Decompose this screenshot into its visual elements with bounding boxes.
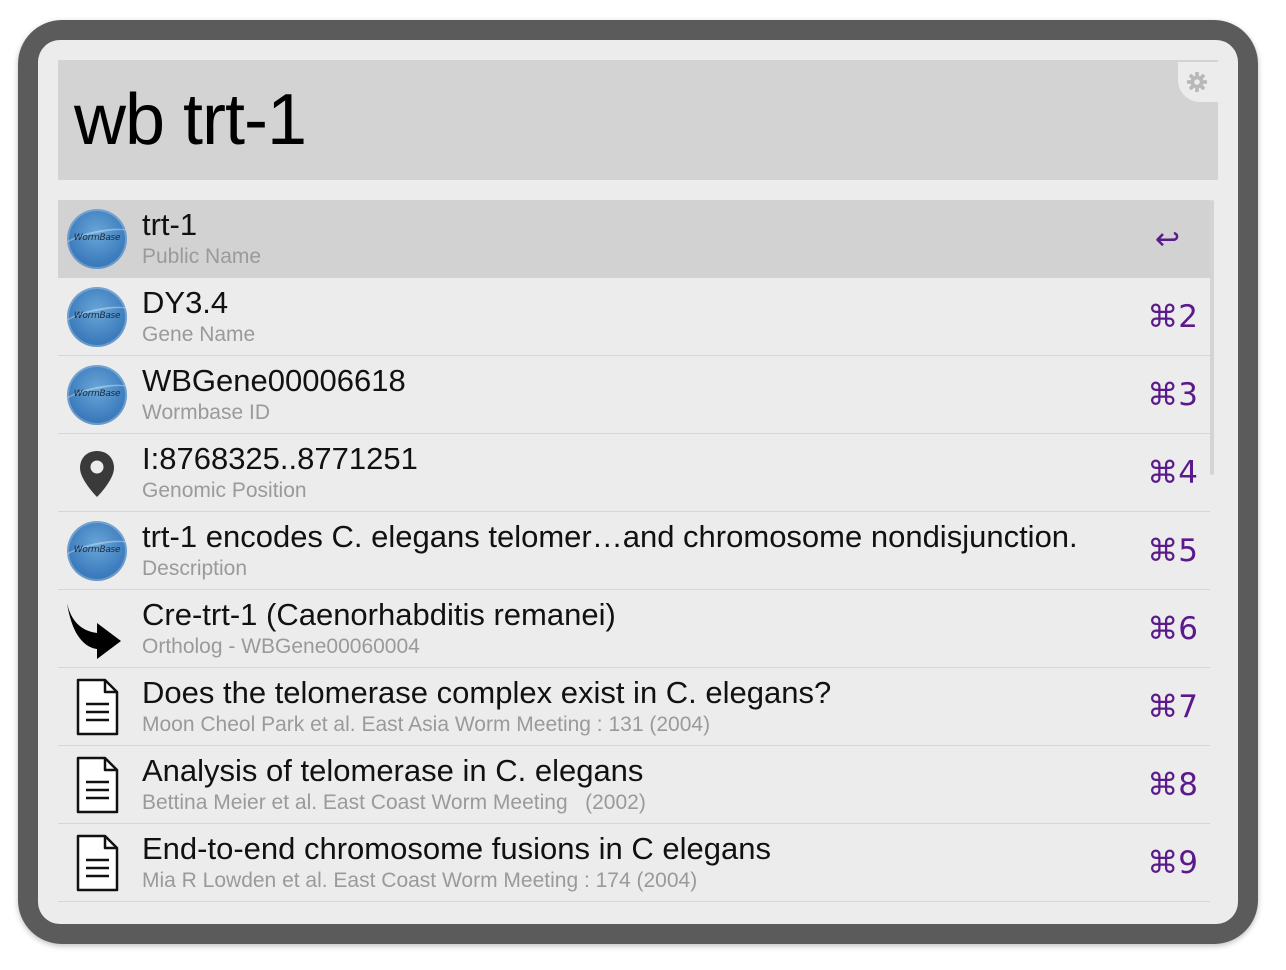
result-title: End-to-end chromosome fusions in C elega… <box>142 831 771 866</box>
wormbase-logo-text: WormBase <box>73 233 121 243</box>
result-title: DY3.4 <box>142 285 229 320</box>
wormbase-logo-icon: WormBase <box>67 287 127 347</box>
result-item[interactable]: WormBase trt-1 encodes C. elegans telome… <box>58 512 1210 590</box>
result-title: Cre-trt-1 (Caenorhabditis remanei) <box>142 597 616 632</box>
result-shortcut: ⌘8 <box>1147 767 1198 803</box>
result-shortcut: ⌘9 <box>1147 845 1198 881</box>
result-subtitle: Public Name <box>142 245 262 268</box>
wormbase-logo-icon: WormBase <box>67 209 127 269</box>
result-title: trt-1 <box>142 207 198 242</box>
result-item[interactable]: WormBase trt-1 Public Name ↩ <box>58 200 1210 278</box>
result-subtitle: Description <box>142 557 248 580</box>
result-item[interactable]: Cre-trt-1 (Caenorhabditis remanei) Ortho… <box>58 590 1210 668</box>
result-item[interactable]: I:8768325..8771251 Genomic Position ⌘4 <box>58 434 1210 512</box>
result-shortcut: ⌘3 <box>1147 377 1198 413</box>
wormbase-logo-text: WormBase <box>73 311 121 321</box>
result-subtitle: Moon Cheol Park et al. East Asia Worm Me… <box>142 713 711 736</box>
result-subtitle: Wormbase ID <box>142 401 270 424</box>
gear-icon <box>1186 71 1208 93</box>
wormbase-logo-icon: WormBase <box>67 365 127 425</box>
wormbase-logo-icon: WormBase <box>67 521 127 581</box>
result-subtitle: Mia R Lowden et al. East Coast Worm Meet… <box>142 869 698 892</box>
result-shortcut: ⌘2 <box>1147 299 1198 335</box>
result-subtitle: Bettina Meier et al. East Coast Worm Mee… <box>142 791 646 814</box>
results-list: WormBase trt-1 Public Name ↩ WormBase DY… <box>58 200 1210 902</box>
result-item[interactable]: Does the telomerase complex exist in C. … <box>58 668 1210 746</box>
search-query-text[interactable]: wb trt-1 <box>74 80 307 160</box>
result-shortcut: ⌘7 <box>1147 689 1198 725</box>
wormbase-logo-text: WormBase <box>73 545 121 555</box>
settings-button[interactable] <box>1178 62 1218 102</box>
return-key-icon: ↩ <box>1154 222 1180 257</box>
document-icon <box>67 677 127 737</box>
result-shortcut: ⌘6 <box>1147 611 1198 647</box>
results-scrollbar[interactable] <box>1210 200 1214 475</box>
result-title: I:8768325..8771251 <box>142 441 418 476</box>
result-shortcut: ⌘4 <box>1147 455 1198 491</box>
launcher-window: wb trt-1 WormBase <box>38 40 1238 924</box>
result-title: Analysis of telomerase in C. elegans <box>142 753 644 788</box>
wormbase-logo-text: WormBase <box>73 389 121 399</box>
result-subtitle: Genomic Position <box>142 479 307 502</box>
result-item[interactable]: End-to-end chromosome fusions in C elega… <box>58 824 1210 902</box>
document-icon <box>67 755 127 815</box>
document-icon <box>67 833 127 893</box>
result-item[interactable]: WormBase DY3.4 Gene Name ⌘2 <box>58 278 1210 356</box>
result-title: Does the telomerase complex exist in C. … <box>142 675 832 710</box>
result-subtitle: Ortholog - WBGene00060004 <box>142 635 420 658</box>
result-item[interactable]: Analysis of telomerase in C. elegans Bet… <box>58 746 1210 824</box>
search-input[interactable]: wb trt-1 <box>58 60 1218 180</box>
result-shortcut: ⌘5 <box>1147 533 1198 569</box>
map-pin-icon <box>67 443 127 503</box>
result-item[interactable]: WormBase WBGene00006618 Wormbase ID ⌘3 <box>58 356 1210 434</box>
result-subtitle: Gene Name <box>142 323 256 346</box>
curved-arrow-icon <box>67 599 127 659</box>
result-title: trt-1 encodes C. elegans telomer…and chr… <box>142 519 1078 554</box>
result-title: WBGene00006618 <box>142 363 406 398</box>
